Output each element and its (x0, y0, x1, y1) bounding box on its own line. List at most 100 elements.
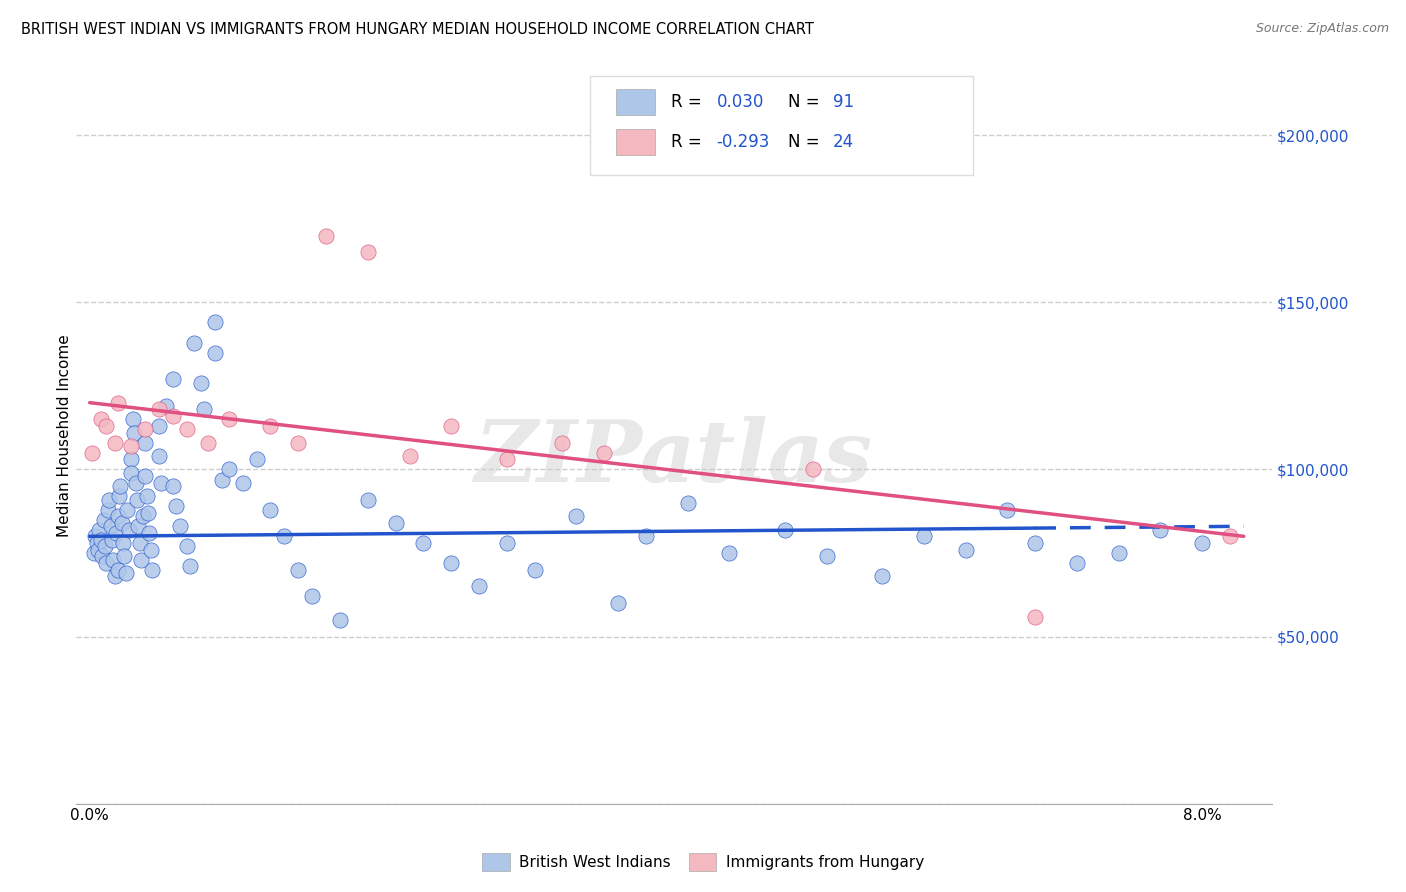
Point (96, 419, 118, 434)
Point (211, 473, 233, 487)
Point (593, 446, 616, 460)
Point (134, 422, 156, 436)
Point (134, 469, 156, 483)
Point (112, 536, 135, 550)
Point (912, 529, 935, 543)
FancyBboxPatch shape (591, 76, 973, 175)
Point (955, 542, 977, 557)
Point (138, 525, 160, 540)
Point (204, 316, 226, 330)
Point (120, 466, 142, 480)
Point (148, 449, 170, 463)
Point (357, 492, 380, 507)
Point (82, 446, 104, 460)
Point (245, 452, 267, 467)
Text: R =: R = (671, 133, 707, 151)
Point (136, 506, 159, 520)
Point (104, 569, 127, 583)
Point (107, 509, 129, 524)
Point (84, 529, 107, 543)
Point (193, 402, 215, 417)
Point (90, 412, 112, 426)
Point (90, 533, 112, 547)
Point (523, 563, 546, 577)
Point (120, 452, 142, 467)
Point (773, 523, 796, 537)
Point (676, 496, 699, 510)
Point (162, 409, 184, 423)
Point (141, 563, 163, 577)
Point (1108, 546, 1130, 560)
Point (815, 549, 838, 564)
Text: -0.293: -0.293 (717, 133, 770, 151)
Point (131, 509, 153, 524)
Point (127, 519, 149, 533)
Point (273, 529, 295, 543)
Point (495, 536, 517, 550)
Point (155, 399, 177, 413)
Text: N =: N = (789, 133, 825, 151)
Point (169, 519, 191, 533)
Point (87, 542, 110, 557)
Point (1149, 523, 1171, 537)
Point (495, 452, 517, 467)
Point (103, 552, 125, 566)
Point (121, 412, 143, 426)
Point (135, 489, 157, 503)
Point (162, 479, 184, 493)
Point (718, 546, 741, 560)
Point (1191, 536, 1213, 550)
Point (179, 559, 201, 574)
Point (149, 475, 172, 490)
Point (634, 529, 657, 543)
Point (259, 419, 281, 434)
Point (1024, 609, 1046, 624)
Text: BRITISH WEST INDIAN VS IMMIGRANTS FROM HUNGARY MEDIAN HOUSEHOLD INCOME CORRELATI: BRITISH WEST INDIAN VS IMMIGRANTS FROM H… (21, 22, 814, 37)
Point (287, 435, 309, 450)
Point (801, 462, 824, 476)
Point (165, 500, 187, 514)
Point (91, 549, 114, 564)
Point (124, 475, 146, 490)
Point (1024, 536, 1046, 550)
Point (218, 412, 240, 426)
Point (100, 519, 122, 533)
Text: 0.030: 0.030 (717, 94, 763, 112)
Point (1219, 529, 1241, 543)
Point (384, 516, 406, 530)
Point (86, 536, 108, 550)
Point (607, 596, 630, 610)
Point (398, 449, 420, 463)
Point (176, 539, 198, 553)
Point (357, 245, 380, 260)
Point (89, 523, 111, 537)
Point (111, 516, 134, 530)
FancyBboxPatch shape (616, 89, 655, 115)
Point (197, 435, 219, 450)
Point (259, 502, 281, 516)
Point (93, 513, 115, 527)
Text: ZIPatlas: ZIPatlas (475, 417, 873, 500)
Text: 91: 91 (832, 94, 853, 112)
Point (105, 525, 128, 540)
Point (218, 462, 240, 476)
Point (120, 439, 142, 453)
Point (148, 419, 170, 434)
FancyBboxPatch shape (616, 129, 655, 155)
Point (183, 335, 205, 350)
Point (114, 549, 136, 564)
Point (128, 536, 150, 550)
Point (162, 372, 184, 386)
Text: N =: N = (789, 94, 825, 112)
Point (551, 435, 574, 450)
Point (468, 579, 491, 593)
Point (83, 546, 105, 560)
Point (125, 492, 148, 507)
Point (329, 613, 352, 627)
Point (440, 556, 463, 570)
Point (315, 228, 337, 243)
Point (870, 569, 893, 583)
Y-axis label: Median Household Income: Median Household Income (58, 334, 72, 538)
Point (176, 422, 198, 436)
Point (565, 509, 588, 524)
